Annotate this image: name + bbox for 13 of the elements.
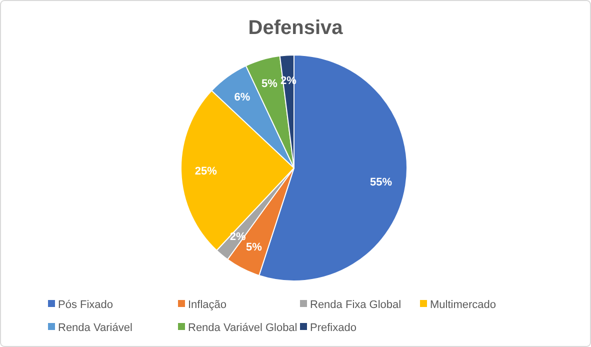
data-label: 25% bbox=[194, 166, 218, 178]
legend-label: Pós Fixado bbox=[58, 298, 114, 311]
data-label: 6% bbox=[234, 92, 250, 104]
legend-label: Renda Variável Global bbox=[188, 322, 298, 334]
legend-label: Renda Fixa Global bbox=[310, 298, 402, 311]
data-label: 55% bbox=[370, 176, 392, 189]
data-label: 5% bbox=[246, 241, 262, 254]
chart-title: Defensiva bbox=[248, 17, 344, 39]
legend-label: Multimercado bbox=[430, 298, 496, 311]
data-label: 5% bbox=[261, 78, 278, 90]
legend-label: Prefixado bbox=[310, 322, 356, 334]
legend-label: Renda Variável bbox=[58, 322, 132, 334]
legend-label: Inflação bbox=[188, 298, 227, 311]
